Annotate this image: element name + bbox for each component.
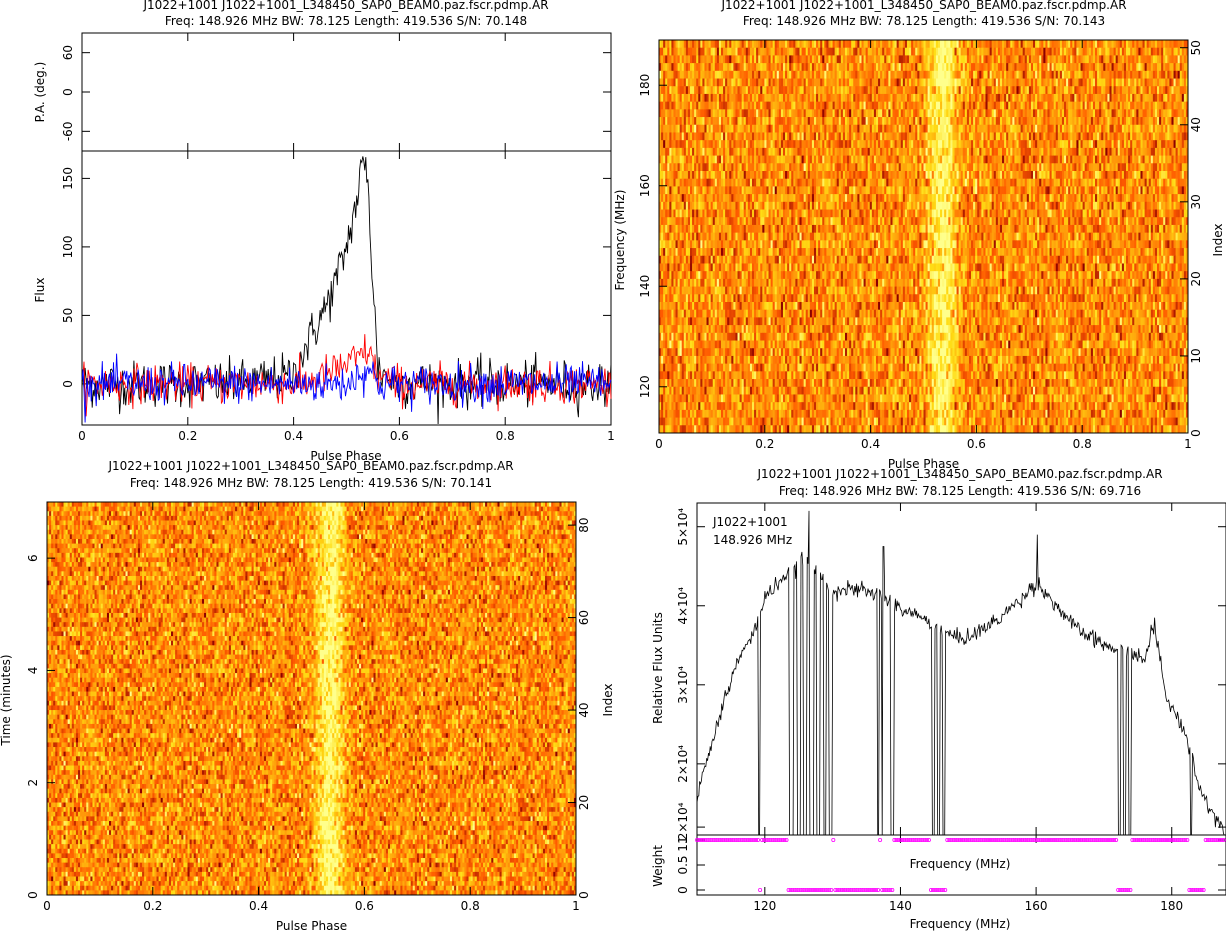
x-tick-label: 0.8 <box>496 429 515 443</box>
freq-phase-subtitle: Freq: 148.926 MHz BW: 78.125 Length: 419… <box>743 14 1105 28</box>
x-tick-label: 0.2 <box>178 429 197 443</box>
y-tick-label: 0 <box>61 380 75 388</box>
y-tick-label: -60 <box>61 122 75 142</box>
freq-phase-title: J1022+1001 J1022+1001_L348450_SAP0_BEAM0… <box>720 0 1126 12</box>
y-tick-label: 50 <box>61 308 75 323</box>
x-tick-label: 1 <box>607 429 615 443</box>
pa-frame <box>82 33 611 151</box>
heatmap-cells <box>659 40 1188 433</box>
profile-ylabel: Flux <box>33 278 47 303</box>
x-tick-label: 0 <box>78 429 86 443</box>
pa-ylabel: P.A. (deg.) <box>33 62 47 123</box>
x-tick-label: 0.4 <box>284 429 303 443</box>
pa-plot: -60 0 60 P.A. (deg.) <box>33 33 611 151</box>
profile-subtitle: Freq: 148.926 MHz BW: 78.125 Length: 419… <box>165 14 527 28</box>
y-tick-label: 60 <box>61 45 75 60</box>
freq-phase-panel: J1022+1001 J1022+1001_L348450_SAP0_BEAM0… <box>613 0 1225 471</box>
x-tick-label: 0.6 <box>390 429 409 443</box>
y-tick-label: 0 <box>61 88 75 96</box>
y-tick-label: 150 <box>61 167 75 190</box>
freq-phase-plot: 0 0.2 0.4 0.6 0.8 112014016018001020304050Pul… <box>613 40 1225 471</box>
profile-panel: J1022+1001 J1022+1001_L348450_SAP0_BEAM0… <box>33 0 615 463</box>
y-tick-label: 100 <box>61 235 75 258</box>
profile-title: J1022+1001 J1022+1001_L348450_SAP0_BEAM0… <box>142 0 548 12</box>
